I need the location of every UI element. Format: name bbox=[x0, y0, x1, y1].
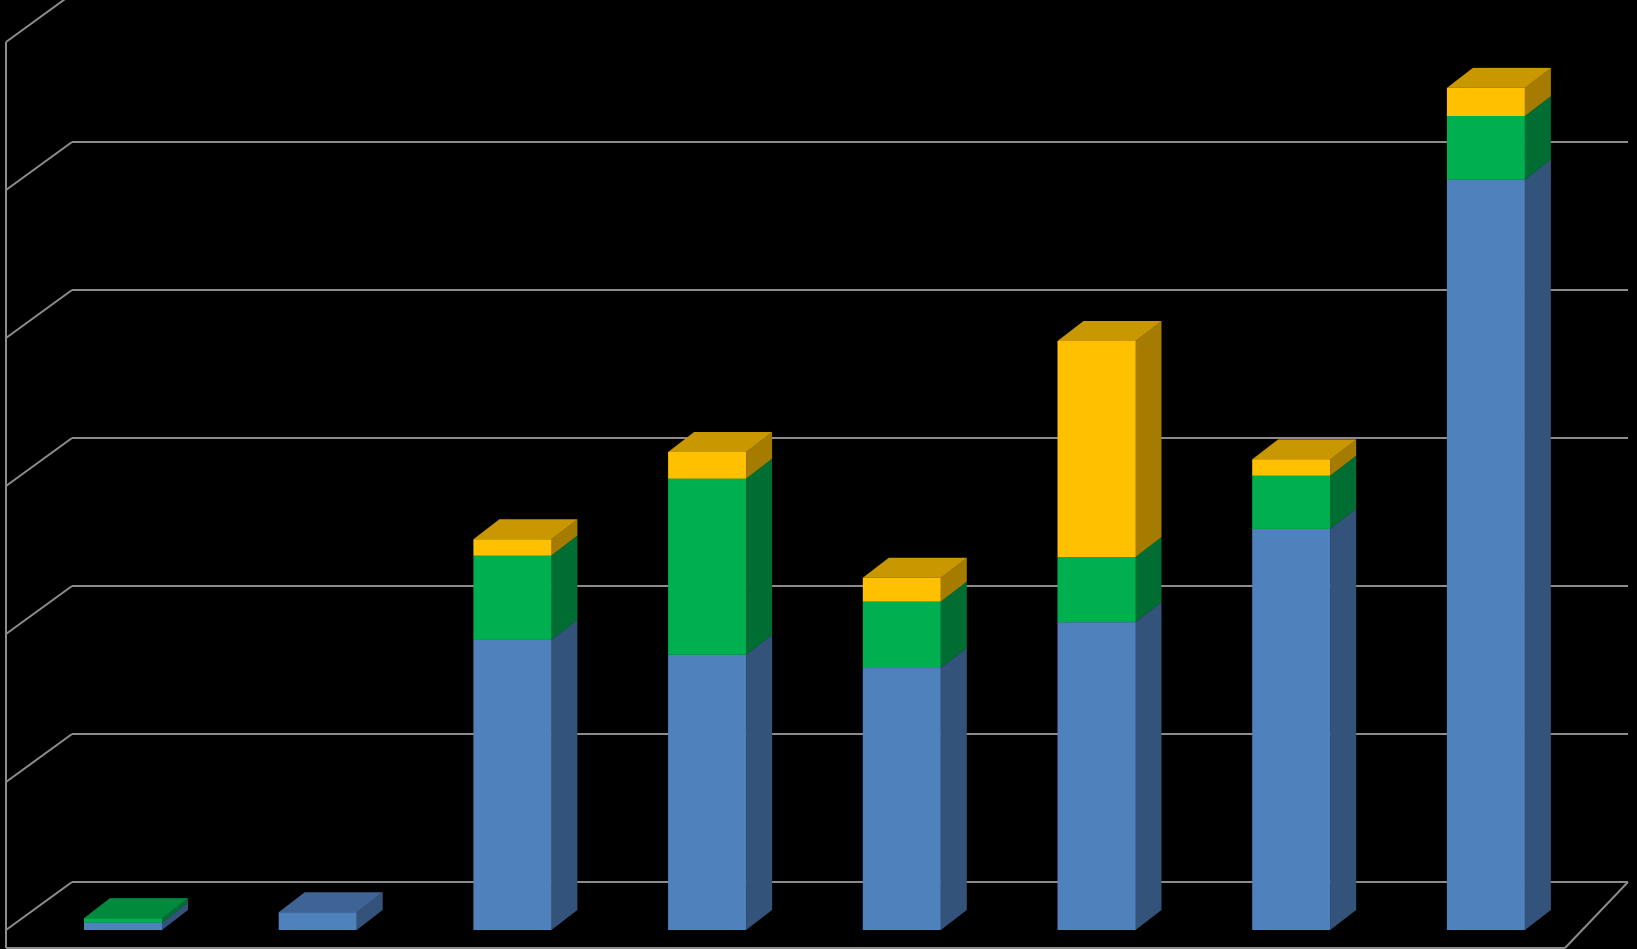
bar-top bbox=[473, 519, 578, 540]
bar-top bbox=[1057, 320, 1162, 341]
bar-segment-side bbox=[1524, 67, 1551, 116]
bar-segment-front bbox=[1252, 459, 1331, 476]
bar-segment-front bbox=[84, 922, 162, 930]
bar-segment-front bbox=[668, 451, 747, 479]
gridline-side bbox=[5, 437, 73, 487]
bar-segment-side bbox=[940, 581, 967, 669]
bar-segment-front bbox=[1057, 557, 1136, 623]
bar-segment-front bbox=[1446, 179, 1525, 930]
gridline-side bbox=[5, 0, 66, 43]
bar-segment-side bbox=[940, 557, 967, 602]
bar-top bbox=[84, 898, 188, 919]
bar-segment-front bbox=[862, 577, 941, 602]
bar-segment-side bbox=[1135, 602, 1162, 930]
bar-segment-side bbox=[1330, 439, 1357, 476]
bar-segment-front bbox=[1057, 340, 1136, 558]
bar-segment-side bbox=[356, 892, 383, 930]
bar-segment-front bbox=[473, 639, 552, 930]
bar-segment-side bbox=[1135, 320, 1162, 558]
bar-top bbox=[1252, 439, 1357, 460]
bar-segment-side bbox=[1330, 455, 1357, 529]
bar-segment-front bbox=[278, 912, 357, 930]
bar-segment-side bbox=[940, 648, 967, 930]
bar-segment-front bbox=[1252, 475, 1331, 529]
bar-segment-front bbox=[668, 478, 747, 655]
bar-segment-side bbox=[551, 519, 578, 556]
bar-segment-front bbox=[84, 918, 162, 923]
bar-segment-side bbox=[746, 431, 773, 479]
bar-top bbox=[668, 431, 773, 452]
gridline-side bbox=[5, 881, 73, 931]
gridline-side bbox=[5, 733, 73, 783]
bar-segment-side bbox=[1524, 159, 1551, 930]
bar-top bbox=[862, 557, 967, 578]
bar-top bbox=[1446, 67, 1551, 88]
bar-segment-side bbox=[1135, 537, 1162, 623]
bars bbox=[84, 67, 1551, 930]
bar-segment-side bbox=[162, 902, 188, 930]
bar-top bbox=[278, 892, 383, 913]
gridline-side bbox=[5, 141, 73, 191]
bar-segment-side bbox=[746, 634, 773, 930]
gridline-side bbox=[5, 289, 73, 339]
bar-segment-front bbox=[862, 668, 941, 930]
bar-segment-front bbox=[1252, 528, 1331, 930]
gridlines bbox=[5, 0, 1629, 949]
bar-segment-side bbox=[1330, 508, 1357, 930]
bar-segment-side bbox=[746, 458, 773, 655]
floor-side-edge bbox=[1564, 881, 1629, 949]
bar-segment-side bbox=[551, 535, 578, 640]
bar-segment-side bbox=[162, 898, 188, 923]
bar-segment-front bbox=[1446, 116, 1525, 180]
bar-segment-front bbox=[668, 654, 747, 930]
bar-segment-front bbox=[473, 539, 552, 556]
bar-segment-front bbox=[862, 601, 941, 669]
bar-segment-front bbox=[1057, 622, 1136, 930]
bar-segment-side bbox=[551, 619, 578, 930]
bar-segment-side bbox=[1524, 96, 1551, 180]
bar-segment-front bbox=[473, 555, 552, 640]
gridline-side bbox=[5, 585, 73, 635]
bar-segment-front bbox=[1446, 87, 1525, 116]
